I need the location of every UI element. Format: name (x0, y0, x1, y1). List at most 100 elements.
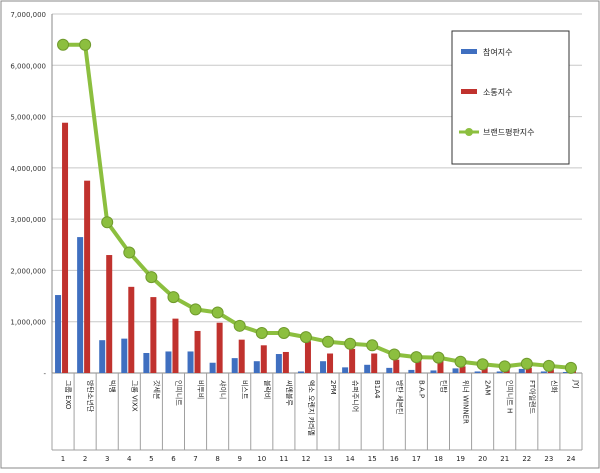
bar-participation (253, 361, 260, 373)
y-tick-label: 4,000,000 (10, 165, 46, 173)
bar-participation (231, 358, 238, 373)
x-tick-label: 2AM (484, 380, 492, 395)
rank-label: 22 (522, 455, 531, 463)
bar-communication (106, 255, 113, 373)
line-point (145, 271, 158, 284)
legend-label: 소통지수 (483, 88, 512, 97)
bar-participation (408, 369, 415, 373)
bar-participation (55, 295, 62, 373)
rank-label: 3 (105, 455, 109, 463)
bar-communication (349, 348, 356, 373)
bar-communication (84, 180, 91, 373)
bar-participation (143, 352, 150, 373)
bar-communication (150, 297, 157, 373)
line-point (277, 326, 290, 339)
line-point (454, 355, 467, 368)
line-point (410, 351, 423, 364)
bar-participation (121, 338, 128, 373)
bars (55, 122, 576, 374)
line-point (542, 359, 555, 372)
bar-communication (327, 353, 334, 373)
x-tick-label: 인피니트 (174, 380, 183, 406)
rank-label: 9 (237, 455, 241, 463)
bar-communication (128, 286, 135, 373)
x-tick-label: 샤이니 (219, 380, 228, 399)
line-point (388, 348, 401, 361)
x-tick-label: 비투비 (197, 380, 206, 399)
x-tick-label: 빅뱅 (108, 380, 117, 393)
bar-participation (275, 354, 282, 373)
x-tick-label: 씨엔블루 (285, 380, 294, 406)
bar-communication (459, 366, 466, 373)
rank-label: 19 (456, 455, 465, 463)
rank-label: 14 (346, 455, 355, 463)
x-tick-label: B.A.P (417, 380, 425, 398)
x-tick-label: 틴탑 (439, 380, 448, 393)
x-tick-label: 인피니트 H (506, 380, 515, 413)
rank-label: 20 (478, 455, 487, 463)
bar-participation (342, 367, 349, 373)
rank-label: 15 (368, 455, 377, 463)
x-tick-label: 신화 (550, 380, 559, 393)
line-series (57, 38, 577, 374)
line-point (322, 335, 335, 348)
line-point (79, 38, 92, 51)
bar-communication (194, 330, 201, 373)
x-tick-label: B1A4 (373, 380, 381, 399)
axes (51, 14, 583, 451)
line-point (233, 319, 246, 332)
bar-participation (562, 371, 569, 373)
bar-communication (260, 345, 267, 373)
rank-label: 13 (324, 455, 333, 463)
rank-labels: 1 2 3 4 5 6 7 8 9 10 11 12 13 14 15 16 17 18 19 20 21 22 23 24 (61, 455, 576, 463)
x-tick-label: FT아일랜드 (528, 380, 537, 414)
rank-label: 10 (257, 455, 266, 463)
line-point (167, 291, 180, 304)
rank-label: 2 (83, 455, 87, 463)
bar-participation (320, 361, 327, 373)
x-tick-label: 방탄소년단 (86, 380, 95, 413)
rank-label: 12 (301, 455, 310, 463)
x-tick-label: 엑소 오렌지 캬라멜 (307, 380, 316, 436)
x-tick-label: 그룹 VIXX (130, 380, 138, 412)
legend-swatch-marker (465, 128, 473, 136)
line-point (520, 357, 533, 370)
x-tick-label: JYJ (572, 379, 580, 388)
rank-label: 16 (390, 455, 399, 463)
bar-participation (297, 371, 304, 373)
rank-label: 1 (61, 455, 65, 463)
x-tick-labels: 그룹 EXO 방탄소년단 빅뱅 그룹 VIXX 갓세븐 인피니트 비투비 샤이니 비스트 블락비 씨… (64, 379, 580, 436)
bar-participation (518, 368, 525, 373)
x-tick-label: 2PM (329, 380, 337, 395)
y-tick-labels: - 1,000,000 2,000,000 3,000,000 4,000,000 5,0… (10, 11, 46, 378)
y-tick-label: 7,000,000 (10, 11, 46, 19)
rank-label: 8 (215, 455, 219, 463)
bar-communication (62, 122, 69, 374)
rank-label: 6 (171, 455, 176, 463)
bar-participation (474, 371, 481, 373)
line-point (344, 337, 357, 350)
rank-label: 23 (544, 455, 553, 463)
legend-swatch (461, 49, 477, 54)
line-point (255, 326, 268, 339)
bar-communication (238, 339, 245, 373)
line-point (299, 331, 312, 344)
line-point (432, 351, 445, 364)
bar-participation (77, 237, 84, 373)
bar-communication (282, 351, 289, 373)
x-tick-label: 방탄 세븐틴 (395, 380, 404, 414)
bar-communication (216, 322, 223, 373)
line-point (476, 358, 489, 371)
bar-participation (496, 371, 503, 373)
bar-participation (386, 367, 393, 373)
bar-participation (452, 368, 459, 373)
bar-communication (172, 318, 179, 373)
x-tick-label: 위너 WINNER (462, 380, 471, 424)
y-tick-label: - (43, 370, 46, 378)
rank-label: 18 (434, 455, 443, 463)
rank-label: 17 (412, 455, 421, 463)
x-tick-label: 그룹 EXO (64, 380, 72, 410)
bar-communication (304, 341, 311, 373)
bar-participation (187, 351, 194, 373)
